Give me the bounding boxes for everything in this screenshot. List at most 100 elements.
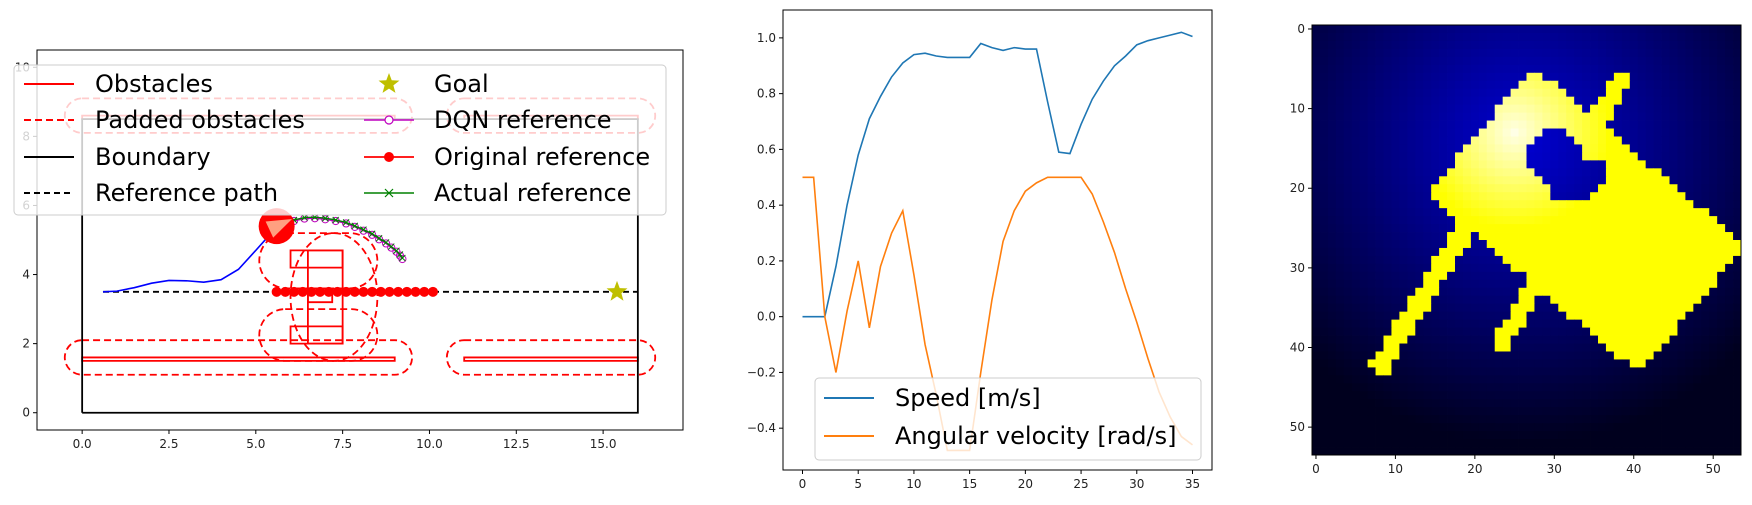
image-cell [1375, 335, 1384, 344]
image-cell [1510, 295, 1519, 305]
image-cell [1335, 72, 1345, 82]
image-cell [1478, 104, 1488, 113]
image-cell [1407, 343, 1416, 352]
image-cell [1598, 224, 1607, 233]
image-cell [1319, 104, 1329, 113]
image-cell [1423, 399, 1432, 408]
image-cell [1399, 184, 1408, 193]
obstacle [307, 249, 344, 345]
image-cell [1319, 375, 1329, 384]
image-cell [1478, 160, 1488, 169]
image-cell [1661, 32, 1670, 42]
image-cell [1542, 335, 1551, 344]
image-cell [1613, 287, 1623, 297]
image-cell [1359, 40, 1369, 50]
image-cell [1629, 263, 1639, 273]
image-cell [1343, 399, 1353, 408]
image-cell [1590, 56, 1599, 66]
image-cell [1431, 40, 1440, 50]
image-cell [1598, 48, 1607, 58]
image-cell [1605, 200, 1615, 209]
image-cell [1391, 391, 1400, 400]
image-cell [1605, 232, 1615, 241]
image-cell [1391, 303, 1400, 313]
image-cell [1399, 80, 1408, 90]
image-cell [1439, 359, 1448, 368]
image-cell [1605, 88, 1615, 98]
image-cell [1447, 247, 1456, 257]
image-cell [1661, 240, 1670, 249]
image-cell [1343, 144, 1353, 153]
image-cell [1725, 255, 1734, 265]
image-cell [1558, 160, 1567, 169]
image-cell [1598, 303, 1607, 313]
image-cell [1415, 279, 1424, 289]
image-cell [1351, 200, 1361, 209]
image-cell [1335, 136, 1345, 145]
image-cell [1327, 104, 1337, 113]
image-cell [1391, 287, 1400, 297]
image-cell [1629, 96, 1639, 106]
image-cell [1359, 327, 1369, 336]
image-cell [1447, 423, 1456, 432]
image-cell [1391, 423, 1400, 432]
image-cell [1367, 64, 1376, 74]
image-cell [1439, 176, 1448, 185]
image-cell [1431, 136, 1440, 145]
image-cell [1486, 415, 1496, 424]
image-cell [1439, 399, 1448, 408]
image-cell [1510, 184, 1519, 193]
image-cell [1486, 160, 1496, 169]
image-cell [1526, 303, 1535, 313]
image-cell [1415, 423, 1424, 432]
image-cell [1439, 104, 1448, 113]
image-cell [1534, 351, 1543, 360]
image-cell [1582, 375, 1591, 384]
image-cell [1510, 176, 1519, 185]
image-cell [1598, 96, 1607, 106]
image-cell [1677, 279, 1686, 289]
image-cell [1574, 136, 1583, 145]
image-cell [1677, 168, 1686, 177]
image-cell [1359, 72, 1369, 82]
image-cell [1550, 192, 1559, 201]
image-cell [1621, 136, 1631, 145]
image-cell [1359, 287, 1369, 297]
image-cell [1343, 263, 1353, 273]
image-cell [1391, 208, 1400, 217]
image-cell [1470, 216, 1480, 225]
image-cell [1598, 112, 1607, 121]
image-cell [1717, 72, 1726, 82]
image-cell [1574, 335, 1583, 344]
image-cell [1693, 423, 1702, 432]
image-cell [1375, 64, 1384, 74]
image-cell [1494, 335, 1504, 344]
image-cell [1566, 447, 1575, 456]
image-cell [1351, 343, 1361, 352]
image-cell [1621, 32, 1631, 42]
image-cell [1582, 120, 1591, 129]
image-cell [1598, 247, 1607, 257]
image-cell [1375, 200, 1384, 209]
image-cell [1399, 120, 1408, 129]
image-cell [1518, 120, 1527, 129]
image-cell [1423, 216, 1432, 225]
image-cell [1407, 144, 1416, 153]
image-cell [1558, 80, 1567, 90]
image-cell [1621, 319, 1631, 328]
image-cell [1518, 184, 1527, 193]
image-cell [1423, 56, 1432, 66]
image-cell [1335, 232, 1345, 241]
image-cell [1566, 423, 1575, 432]
image-cell [1399, 72, 1408, 82]
image-cell [1526, 96, 1535, 106]
image-cell [1558, 96, 1567, 106]
image-cell [1494, 383, 1504, 392]
image-cell [1558, 367, 1567, 376]
image-cell [1375, 391, 1384, 400]
image-cell [1645, 184, 1655, 193]
image-cell [1470, 447, 1480, 456]
image-cell [1502, 287, 1512, 297]
image-cell [1653, 216, 1662, 225]
